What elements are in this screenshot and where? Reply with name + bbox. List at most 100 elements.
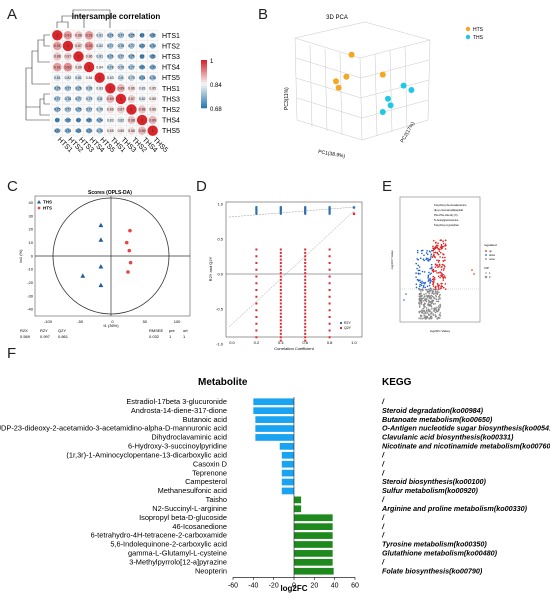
volcano-point-none — [436, 306, 438, 309]
perm-q2y-point — [279, 282, 282, 285]
heatmap-legend-swatch — [201, 60, 207, 63]
volcano-point-up — [442, 286, 445, 289]
heatmap-cell-value: 0.77 — [118, 55, 125, 59]
volcano-point-none — [427, 309, 430, 311]
metabolite-label: Androsta-14-diene-317-dione — [131, 406, 227, 415]
volcano-point-up — [440, 266, 443, 268]
perm-q2y-point — [255, 336, 258, 339]
perm-q2y-point — [279, 248, 282, 251]
volcano-point-up — [440, 268, 443, 271]
heatmap-cell-value: 0.77 — [54, 97, 61, 101]
heatmap-row-label: THS5 — [162, 128, 180, 135]
volcano-point-up — [437, 286, 440, 288]
heatmap-cell-value: 1 — [141, 118, 143, 122]
volcano-point-up — [444, 256, 446, 259]
heatmap-cell-value: 0.88 — [128, 118, 135, 122]
heatmap-cell-value: 0.74 — [149, 44, 156, 48]
volcano-point-up — [432, 285, 435, 287]
volcano-point-down — [427, 257, 429, 260]
volcano-point-none — [420, 294, 422, 297]
heatmap-cell-value: 0.88 — [139, 108, 146, 112]
heatmap-cell-value: 0.78 — [65, 97, 72, 101]
volcano-point-down — [428, 271, 430, 274]
volcano-point-down — [417, 280, 420, 282]
heatmap-cell — [94, 72, 105, 83]
heatmap-cell — [147, 125, 158, 136]
heatmap-cell — [96, 42, 104, 50]
heatmap-row-label: HTS5 — [162, 75, 180, 82]
opls-stats-table: R2X R2Y Q2Y RMSEE pre ort 0.569 0.997 0.861 0.032… — [20, 328, 189, 339]
volcano-point-none — [429, 301, 431, 304]
perm-q2y-point — [304, 272, 307, 275]
volcano-point-none — [419, 310, 422, 313]
heatmap-cell — [86, 117, 92, 123]
volcano-point-up — [436, 246, 439, 249]
kegg-pathway-label: Nicotinate and nicotinamide metabolism(k… — [382, 442, 550, 451]
volcano-point-up — [436, 259, 438, 261]
heatmap-cell-value: 0.75 — [75, 108, 82, 112]
perm-xtick: 0.2 — [254, 340, 260, 345]
perm-q2y-point — [279, 339, 282, 342]
perm-q2y-point — [304, 282, 307, 285]
heatmap-cell — [63, 30, 73, 40]
opls-stat-header: RMSEE — [149, 328, 164, 333]
heatmap-legend-swatch — [201, 78, 207, 81]
heatmap-legend-swatch — [201, 84, 207, 87]
volcano-annotation: N-Acetylglucosamine — [434, 218, 459, 222]
perm-q2y-point — [279, 302, 282, 305]
heatmap-cell — [75, 85, 82, 92]
heatmap-cell — [96, 127, 103, 134]
perm-r2y-point — [352, 206, 356, 209]
heatmap-row-label: HTS3 — [162, 54, 180, 61]
permutation-test-panel: 0.0 0.2 0.4 0.6 0.8 1.0 1.0 0.5 0.0 -0.5 -1.0 R2YQ… — [208, 201, 363, 351]
heatmap-cell-value: 0.89 — [149, 118, 156, 122]
heatmap-cell-value: 0.91 — [54, 44, 61, 48]
kegg-pathway-label: Arginine and proline metabolism(ko00330) — [381, 504, 528, 513]
heatmap-cell-value: 0.85 — [118, 129, 125, 133]
volcano-point-up — [433, 278, 436, 281]
volcano-point-down — [430, 255, 432, 257]
heatmap-cell-value: 0.77 — [107, 44, 114, 48]
volcano-point-none — [435, 298, 438, 301]
volcano-point-up — [438, 259, 440, 262]
volcano-legend-label: 2 — [489, 275, 491, 279]
volcano-point-down — [417, 264, 419, 267]
perm-q2y-point — [328, 255, 331, 258]
perm-q2y-point — [304, 309, 307, 312]
volcano-legend-label: up — [489, 250, 492, 253]
volcano-point-up — [437, 266, 439, 268]
volcano-point-none — [421, 317, 424, 320]
perm-legend-label: R2Y — [344, 321, 351, 325]
perm-q2y-point — [279, 295, 282, 298]
heatmap-cell — [86, 128, 92, 134]
heatmap-cell — [115, 93, 127, 105]
heatmap-cell — [139, 43, 145, 49]
volcano-point-none — [423, 307, 425, 309]
heatmap-cell — [52, 41, 62, 51]
heatmap-cell — [75, 74, 82, 82]
volcano-point-none — [437, 300, 439, 303]
heatmap-cell-value: 0.87 — [65, 55, 72, 59]
opls-point — [98, 222, 104, 228]
heatmap-cell-value: 0.83 — [107, 76, 114, 80]
heatmap-legend-swatch — [201, 98, 207, 101]
heatmap-cell — [117, 116, 125, 124]
volcano-point-down — [430, 263, 433, 266]
metabolite-label: (1r,3r)-1-Aminocyclopentane-13-dicarboxy… — [66, 450, 227, 459]
volcano-point-none — [438, 295, 441, 297]
heatmap-cell — [85, 85, 93, 92]
heatmap-cell — [84, 30, 94, 40]
opls-stat-header: Q2Y — [58, 328, 66, 333]
volcano-point-up — [442, 276, 444, 278]
opls-ytick: 20 — [29, 227, 34, 232]
heatmap-cell-value: 0.71 — [75, 129, 82, 133]
heatmap-legend-swatch — [201, 94, 207, 97]
volcano-point-down — [415, 283, 418, 286]
heatmap-legend-swatch — [201, 104, 207, 107]
heatmap-cell — [96, 95, 104, 103]
log2fc-bar — [294, 514, 333, 522]
volcano-point-none — [431, 317, 433, 319]
heatmap-cell — [148, 84, 157, 93]
volcano-point-none — [426, 289, 429, 291]
kegg-pathway-label: Glutathione metabolism(ko00480) — [382, 549, 498, 558]
